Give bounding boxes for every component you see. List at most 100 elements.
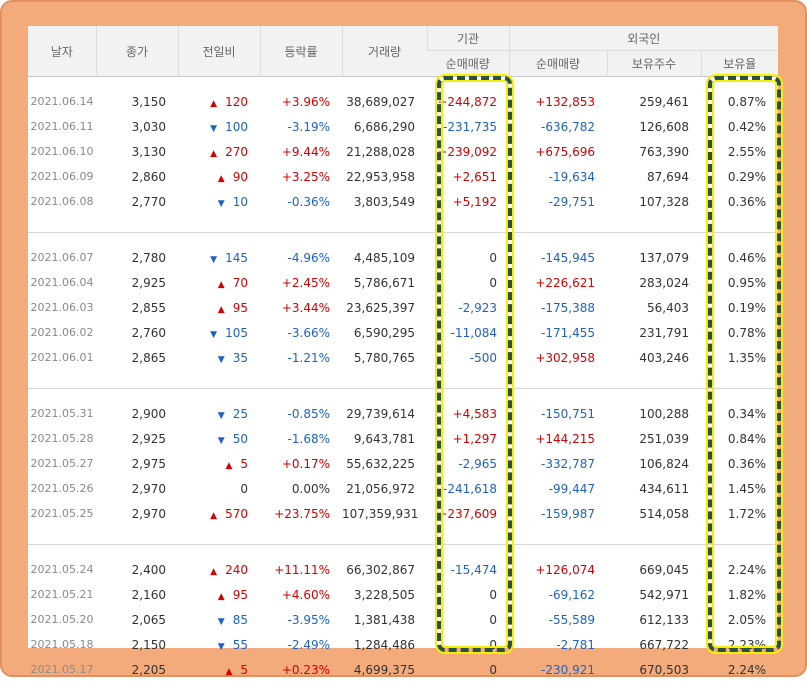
cell-date: 2021.05.27	[28, 451, 96, 476]
row-spacer	[28, 389, 778, 402]
cell-foreign-net: +126,074	[509, 557, 607, 582]
cell-change: ▲95	[178, 295, 260, 320]
cell-foreign-holdings: 126,608	[607, 114, 701, 139]
cell-close: 2,770	[96, 189, 178, 214]
cell-date: 2021.05.18	[28, 632, 96, 657]
row-spacer	[28, 233, 778, 246]
spacer-cell	[509, 214, 607, 233]
cell-volume: 4,485,109	[342, 245, 427, 270]
cell-volume: 29,739,614	[342, 401, 427, 426]
cell-change: ▲70	[178, 270, 260, 295]
up-triangle-icon: ▲	[210, 99, 217, 109]
spacer-cell	[28, 389, 96, 402]
row-spacer	[28, 545, 778, 558]
down-triangle-icon: ▼	[218, 436, 225, 446]
spacer-cell	[509, 77, 607, 90]
cell-volume: 55,632,225	[342, 451, 427, 476]
cell-foreign-holdings: 667,722	[607, 632, 701, 657]
cell-rate: -2.49%	[260, 632, 342, 657]
spacer-cell	[509, 233, 607, 246]
spacer-cell	[96, 389, 178, 402]
trading-table: 날자 종가 전일비 등락률 거래량 기관 외국인 순매매량 순매매량 보유주수 …	[28, 26, 778, 682]
cell-volume: 21,288,028	[342, 139, 427, 164]
up-triangle-icon: ▲	[225, 461, 232, 471]
down-triangle-icon: ▼	[210, 330, 217, 340]
spacer-cell	[178, 370, 260, 389]
spacer-cell	[178, 77, 260, 90]
spacer-cell	[607, 77, 701, 90]
cell-foreign-net: -159,987	[509, 501, 607, 526]
cell-foreign-net: +132,853	[509, 89, 607, 114]
down-triangle-icon: ▼	[210, 255, 217, 265]
cell-close: 2,925	[96, 270, 178, 295]
cell-rate: -4.96%	[260, 245, 342, 270]
spacer-cell	[607, 389, 701, 402]
cell-foreign-holdings: 434,611	[607, 476, 701, 501]
spacer-cell	[96, 526, 178, 545]
cell-foreign-net: -29,751	[509, 189, 607, 214]
cell-change: ▲ 95	[178, 582, 260, 607]
header-rate: 등락률	[260, 26, 342, 77]
change-value: 270	[225, 145, 248, 159]
cell-change: ▼105	[178, 320, 260, 345]
spacer-cell	[96, 214, 178, 233]
spacer-cell	[342, 545, 427, 558]
cell-change: ▲240	[178, 557, 260, 582]
cell-foreign-net: -19,634	[509, 164, 607, 189]
foreign-ratio-highlight	[708, 76, 781, 652]
header-foreign-holdings: 보유주수	[607, 51, 701, 77]
cell-change: ▲5	[178, 657, 260, 682]
cell-date: 2021.05.26	[28, 476, 96, 501]
change-value: 95	[233, 588, 248, 602]
cell-change: ▼25	[178, 401, 260, 426]
row-spacer	[28, 77, 778, 90]
cell-foreign-net: -636,782	[509, 114, 607, 139]
cell-foreign-ratio: 2.24%	[701, 657, 778, 682]
cell-date: 2021.05.28	[28, 426, 96, 451]
cell-foreign-holdings: 514,058	[607, 501, 701, 526]
cell-date: 2021.06.08	[28, 189, 96, 214]
spacer-cell	[607, 233, 701, 246]
spacer-cell	[260, 77, 342, 90]
spacer-cell	[342, 77, 427, 90]
spacer-cell	[28, 545, 96, 558]
cell-date: 2021.06.09	[28, 164, 96, 189]
cell-change: ▲120	[178, 89, 260, 114]
cell-date: 2021.05.20	[28, 607, 96, 632]
spacer-cell	[28, 77, 96, 90]
header-institution: 기관	[427, 26, 509, 51]
change-value: 55	[233, 638, 248, 652]
header-foreign-ratio: 보유율	[701, 51, 778, 77]
cell-volume: 3,228,505	[342, 582, 427, 607]
cell-rate: +4.60%	[260, 582, 342, 607]
cell-date: 2021.06.11	[28, 114, 96, 139]
spacer-cell	[509, 526, 607, 545]
cell-rate: +2.45%	[260, 270, 342, 295]
up-triangle-icon: ▲	[218, 592, 225, 602]
spacer-cell	[178, 389, 260, 402]
spacer-cell	[260, 545, 342, 558]
cell-change: ▼100	[178, 114, 260, 139]
spacer-cell	[96, 370, 178, 389]
cell-date: 2021.06.02	[28, 320, 96, 345]
down-triangle-icon: ▼	[218, 411, 225, 421]
cell-volume: 107,359,931	[342, 501, 427, 526]
cell-rate: -3.95%	[260, 607, 342, 632]
down-triangle-icon: ▼	[210, 124, 217, 134]
cell-close: 2,065	[96, 607, 178, 632]
spacer-cell	[28, 370, 96, 389]
spacer-cell	[607, 545, 701, 558]
row-spacer	[28, 370, 778, 389]
cell-close: 2,160	[96, 582, 178, 607]
cell-foreign-net: -55,589	[509, 607, 607, 632]
